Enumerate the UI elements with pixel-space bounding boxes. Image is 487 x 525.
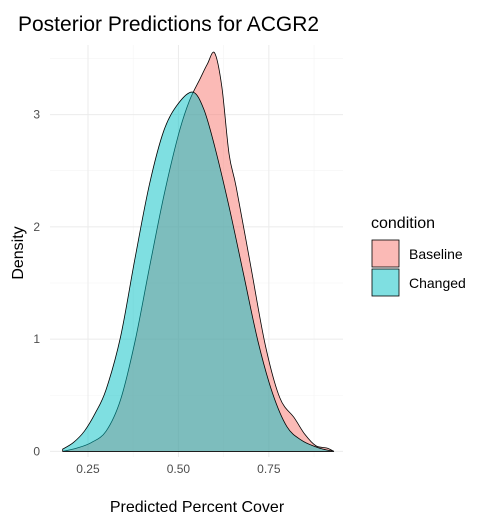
y-tick-label: 1 [33,332,40,346]
x-axis-title: Predicted Percent Cover [110,499,285,516]
y-axis-title: Density [10,226,27,279]
density-area-changed [62,91,335,452]
legend-key-baseline [371,239,400,268]
y-tick-label: 0 [33,444,40,458]
y-tick-label: 2 [33,220,40,234]
legend-title: condition [371,215,435,232]
chart-title: Posterior Predictions for ACGR2 [18,13,319,36]
density-areas [62,51,335,452]
x-axis-ticks: 0.25 0.50 0.75 [76,462,281,476]
legend-items: Baseline Changed [371,239,466,297]
x-tick-label: 0.75 [257,462,281,476]
legend-label-changed: Changed [409,275,466,291]
y-axis-ticks: 0 1 2 3 [33,108,40,459]
y-tick-label: 3 [33,108,40,122]
legend-key-changed [371,268,400,297]
legend: condition Baseline Changed [371,215,466,297]
x-tick-label: 0.25 [76,462,100,476]
x-tick-label: 0.50 [167,462,191,476]
legend-label-baseline: Baseline [409,246,463,262]
